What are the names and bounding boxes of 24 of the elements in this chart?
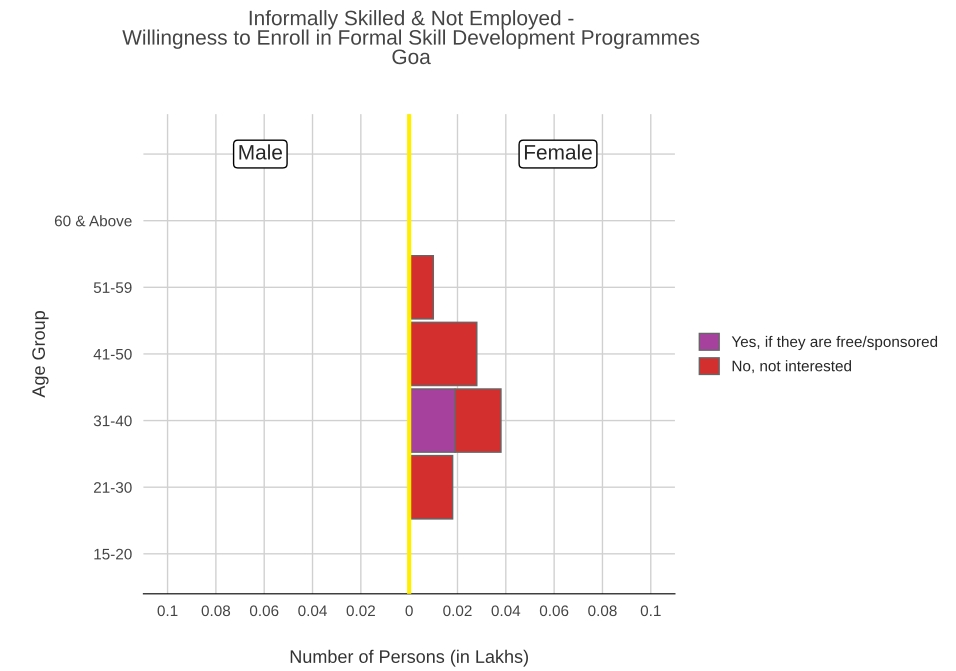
x-tick-label: 0 (406, 605, 413, 616)
x-tick-label: 0.1 (158, 605, 178, 616)
annotation: Female (524, 144, 592, 160)
x-tick-label: 0.06 (540, 605, 568, 616)
y-tick-label: 21-30 (94, 482, 132, 493)
x-tick-label: 0.06 (250, 605, 278, 616)
x-tick-label: 0.04 (492, 605, 520, 616)
y-tick-label: 31-40 (94, 415, 132, 426)
y-tick-label: 51-59 (94, 282, 132, 294)
x-tick-label: 0.1 (640, 605, 661, 616)
x-tick-label: 0.02 (443, 605, 472, 616)
y-tick-label: 15-20 (94, 548, 132, 560)
y-tick-label: 60 & Above (54, 215, 132, 226)
legend-label: Yes, if they are free/sponsored (732, 336, 938, 350)
x-tick-label: 0.08 (202, 605, 230, 616)
legend-label: No, not interested (732, 360, 852, 374)
x-tick-label: 0.04 (298, 605, 327, 616)
chart-title: Informally Skilled & Not Employed - Willingness to Enroll in Formal Skill Development Programmes Goa (122, 10, 700, 64)
annotation: Male (239, 144, 282, 160)
x-tick-label: 0.02 (346, 605, 375, 616)
x-axis-title: Number of Persons (in Lakhs) (290, 650, 528, 667)
x-tick-label: 0.08 (588, 605, 617, 616)
y-tick-label: 41-50 (94, 348, 132, 360)
y-axis-title: Age Group (32, 311, 49, 398)
